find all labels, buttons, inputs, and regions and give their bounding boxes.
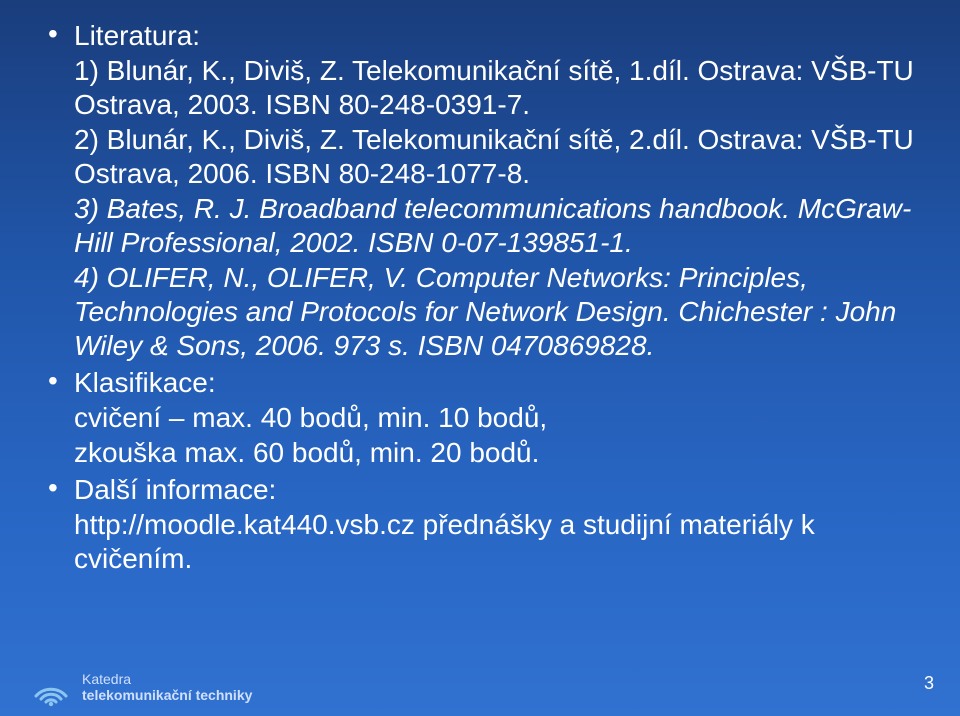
info-line: http://moodle.kat440.vsb.cz přednášky a … <box>74 508 920 576</box>
ref-4: 4) OLIFER, N., OLIFER, V. Computer Netwo… <box>74 261 920 363</box>
dept-logo: Katedra telekomunikační techniky <box>0 666 252 708</box>
bullet-klasifikace: Klasifikace: cvičení – max. 40 bodů, min… <box>40 365 920 470</box>
section-label: Další informace: <box>74 472 920 508</box>
page-number: 3 <box>924 673 934 694</box>
dept-line2: telekomunikační techniky <box>82 687 252 703</box>
klas-line-2: zkouška max. 60 bodů, min. 20 bodů. <box>74 436 920 470</box>
footer: Katedra telekomunikační techniky 3 <box>0 658 960 716</box>
section-label: Klasifikace: <box>74 365 920 401</box>
bullet-list: Literatura: 1) Blunár, K., Diviš, Z. Tel… <box>40 18 920 576</box>
bullet-literatura: Literatura: 1) Blunár, K., Diviš, Z. Tel… <box>40 18 920 363</box>
ref-1: 1) Blunár, K., Diviš, Z. Telekomunikační… <box>74 54 920 122</box>
klas-line-1: cvičení – max. 40 bodů, min. 10 bodů, <box>74 401 920 435</box>
dept-line1: Katedra <box>82 671 252 687</box>
slide-content: Literatura: 1) Blunár, K., Diviš, Z. Tel… <box>0 0 960 576</box>
bullet-dalsi-informace: Další informace: http://moodle.kat440.vs… <box>40 472 920 576</box>
dept-name: Katedra telekomunikační techniky <box>82 671 252 703</box>
section-label: Literatura: <box>74 18 920 54</box>
ref-3: 3) Bates, R. J. Broadband telecommunicat… <box>74 192 920 260</box>
ref-2: 2) Blunár, K., Diviš, Z. Telekomunikační… <box>74 123 920 191</box>
wifi-wave-icon <box>30 666 72 708</box>
